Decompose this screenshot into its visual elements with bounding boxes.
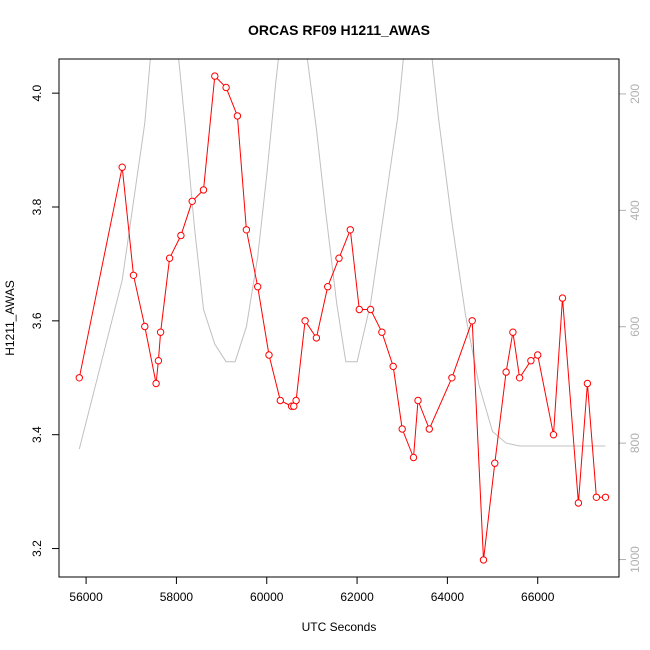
x-tick-label: 64000: [431, 590, 465, 604]
data-point: [118, 163, 126, 171]
data-point: [233, 112, 242, 120]
data-point: [558, 294, 567, 302]
data-point: [425, 425, 433, 433]
x-tick-label: 60000: [250, 590, 284, 604]
y2-tick-label: 600: [628, 316, 642, 336]
data-point: [222, 83, 230, 92]
y2-tick-label: 800: [628, 433, 642, 453]
data-point: [156, 328, 165, 336]
data-point: [398, 425, 406, 433]
data-point: [534, 351, 542, 359]
series-layer: [75, 59, 610, 564]
data-point: [346, 226, 354, 234]
data-point: [366, 305, 375, 314]
data-point: [414, 396, 422, 405]
data-point: [301, 317, 309, 325]
x-axis: 56000 58000 60000 62000 64000 66000: [69, 576, 555, 604]
data-point: [527, 357, 535, 365]
x-tick-label: 66000: [521, 590, 555, 604]
y-axis-label: H1211_AWAS: [3, 280, 17, 356]
y-tick-label: 3.2: [30, 540, 44, 557]
data-point: [75, 374, 84, 382]
data-point: [335, 254, 343, 262]
data-point: [592, 493, 601, 501]
chart-title: ORCAS RF09 H1211_AWAS: [248, 22, 430, 38]
data-point: [509, 328, 517, 336]
x-tick-label: 58000: [160, 590, 194, 604]
data-point: [491, 459, 499, 467]
y-tick-label: 3.8: [30, 198, 44, 215]
data-point: [389, 362, 397, 371]
y2-tick-label: 1000: [628, 546, 642, 573]
y-axis: 3.2 3.4 3.6 3.8 4.0: [30, 84, 59, 557]
pressure-series-line: [78, 59, 606, 450]
data-point: [479, 556, 488, 564]
data-point: [188, 197, 196, 206]
x-axis-label: UTC Seconds: [302, 620, 377, 634]
data-point: [355, 305, 363, 314]
y-tick-label: 4.0: [30, 84, 44, 101]
data-point: [129, 271, 138, 279]
data-point: [468, 317, 476, 325]
data-point: [199, 186, 208, 194]
data-point: [378, 328, 386, 336]
data-point: [276, 396, 284, 405]
data-point: [152, 379, 160, 388]
y2-axis: 200 400 600 800 1000: [619, 84, 642, 573]
data-point: [448, 374, 456, 382]
y2-tick-label: 400: [628, 200, 642, 220]
data-point: [165, 254, 174, 262]
data-point: [515, 374, 524, 382]
data-point: [549, 431, 558, 439]
data-point: [324, 283, 332, 291]
data-point: [312, 334, 321, 342]
x-tick-label: 62000: [340, 590, 374, 604]
y-tick-label: 3.6: [30, 312, 44, 329]
x-tick-label: 56000: [69, 590, 103, 604]
plot-frame: [58, 58, 620, 578]
data-point: [574, 499, 583, 507]
data-point: [242, 226, 251, 234]
data-point: [583, 379, 592, 388]
h1211-series-line: [78, 74, 606, 560]
y-tick-label: 3.4: [30, 426, 44, 443]
data-point: [265, 351, 273, 359]
data-point: [601, 493, 610, 501]
data-point: [177, 231, 185, 240]
data-point: [292, 396, 300, 405]
data-point: [502, 368, 510, 376]
data-point: [154, 357, 163, 365]
y2-tick-label: 200: [628, 84, 642, 104]
data-point: [211, 72, 219, 80]
data-point: [254, 283, 262, 291]
data-point: [409, 453, 418, 462]
data-point: [141, 322, 149, 331]
